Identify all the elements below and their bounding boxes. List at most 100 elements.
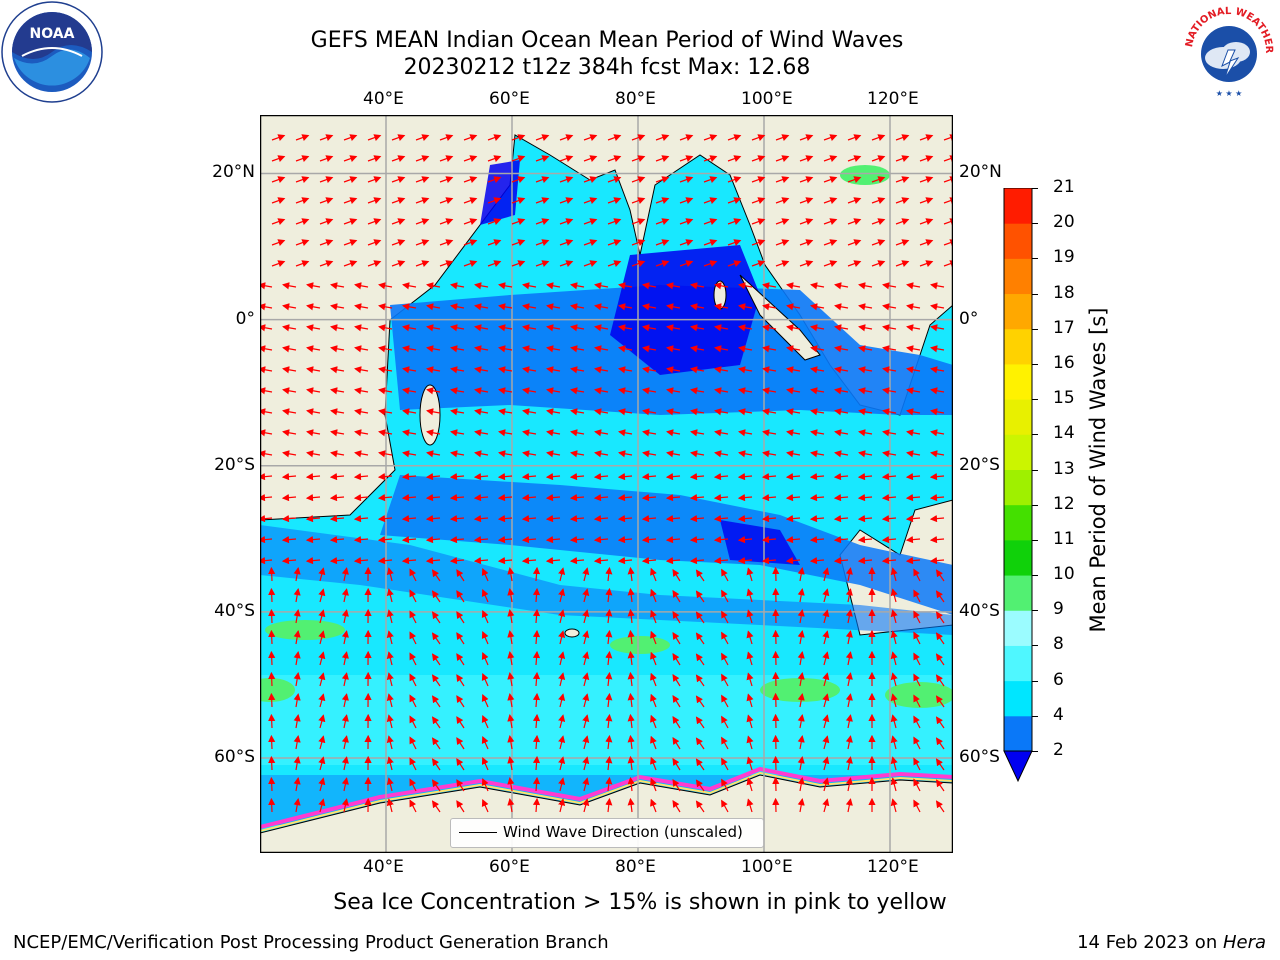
wave-direction-arrow: [330, 450, 345, 458]
wave-direction-arrow: [268, 776, 276, 792]
wave-direction-arrow: [631, 260, 646, 267]
wave-direction-arrow: [425, 494, 441, 502]
wave-direction-arrow: [386, 777, 394, 792]
wave-direction-arrow: [391, 155, 406, 162]
wave-direction-arrow: [474, 282, 489, 290]
wave-direction-arrow: [617, 536, 633, 544]
wave-direction-arrow: [386, 756, 394, 771]
wave-direction-arrow: [582, 756, 590, 771]
wave-direction-arrow: [871, 134, 886, 141]
wave-direction-arrow: [354, 387, 369, 395]
wave-direction-arrow: [858, 282, 873, 290]
wave-direction-arrow: [762, 303, 777, 311]
wave-direction-arrow: [607, 197, 622, 204]
wave-direction-arrow: [293, 692, 301, 708]
wave-direction-arrow: [665, 557, 681, 565]
wave-direction-arrow: [672, 589, 681, 603]
wave-direction-arrow: [775, 218, 790, 225]
wave-direction-arrow: [834, 450, 849, 458]
wave-direction-arrow: [655, 155, 670, 162]
wave-direction-arrow: [391, 134, 406, 141]
wave-direction-arrow: [655, 260, 670, 267]
wave-direction-arrow: [890, 672, 898, 687]
wave-direction-arrow: [545, 515, 561, 523]
wave-direction-arrow: [409, 673, 417, 687]
wave-direction-arrow: [409, 631, 417, 645]
wave-direction-arrow: [570, 324, 585, 332]
wave-direction-arrow: [703, 218, 718, 225]
wave-direction-arrow: [762, 429, 777, 437]
wave-direction-arrow: [343, 218, 358, 225]
wave-direction-arrow: [930, 282, 945, 290]
wave-direction-arrow: [714, 387, 729, 395]
wave-direction-arrow: [341, 588, 349, 603]
wave-direction-arrow: [535, 260, 550, 267]
wave-direction-arrow: [426, 282, 441, 290]
wave-direction-arrow: [810, 345, 825, 353]
wave-direction-arrow: [672, 799, 681, 813]
wave-direction-arrow: [919, 134, 934, 141]
wave-direction-arrow: [353, 473, 369, 481]
wave-direction-arrow: [293, 608, 301, 624]
wave-direction-arrow: [727, 176, 742, 183]
map-frame: [259, 114, 954, 854]
wave-direction-arrow: [738, 450, 753, 458]
svg-text:★ ★ ★: ★ ★ ★: [1216, 89, 1243, 98]
wave-direction-arrow: [409, 736, 417, 750]
wave-direction-arrow: [268, 713, 276, 729]
wave-direction-arrow: [295, 155, 310, 162]
wave-direction-arrow: [666, 387, 681, 395]
wave-direction-arrow: [487, 197, 502, 204]
wave-direction-arrow: [833, 515, 849, 523]
wave-direction-arrow: [450, 387, 465, 395]
wave-direction-arrow: [341, 735, 349, 750]
wave-direction-arrow: [650, 693, 657, 708]
wave-direction-arrow: [695, 716, 705, 729]
wave-direction-arrow: [845, 714, 853, 729]
wave-direction-arrow: [378, 345, 393, 353]
wave-direction-arrow: [318, 609, 326, 624]
lon-tick-bottom: 100°E: [741, 857, 793, 877]
wave-direction-arrow: [426, 366, 441, 374]
wave-direction-arrow: [511, 239, 526, 246]
wave-direction-arrow: [823, 176, 838, 183]
wave-direction-arrow: [935, 716, 945, 729]
wave-direction-arrow: [881, 494, 897, 502]
wave-direction-arrow: [935, 611, 945, 624]
wave-direction-arrow: [845, 777, 853, 792]
wave-direction-arrow: [409, 652, 417, 666]
wave-direction-arrow: [882, 324, 897, 332]
wave-direction-arrow: [558, 714, 566, 729]
wave-direction-arrow: [558, 735, 566, 750]
wave-direction-arrow: [721, 673, 729, 687]
wave-direction-arrow: [935, 653, 945, 666]
sea-ice-note: Sea Ice Concentration > 15% is shown in …: [333, 890, 947, 915]
wave-direction-arrow: [498, 387, 513, 395]
wave-direction-arrow: [282, 366, 297, 374]
wave-direction-arrow: [329, 515, 345, 523]
wave-direction-arrow: [943, 155, 953, 162]
wave-direction-arrow: [268, 734, 276, 750]
wave-direction-arrow: [481, 673, 489, 687]
wave-direction-arrow: [935, 779, 945, 792]
wave-direction-arrow: [402, 387, 417, 395]
wave-direction-arrow: [655, 197, 670, 204]
wave-direction-arrow: [426, 387, 441, 395]
wave-direction-arrow: [546, 303, 561, 311]
wave-direction-arrow: [498, 282, 513, 290]
chart-title-line2: 20230212 t12z 384h fcst Max: 12.68: [403, 55, 811, 80]
wave-direction-arrow: [751, 155, 766, 162]
wave-direction-arrow: [545, 473, 561, 481]
wave-direction-arrow: [607, 176, 622, 183]
wave-direction-arrow: [330, 324, 345, 332]
wave-direction-arrow: [474, 450, 489, 458]
wave-direction-arrow: [672, 715, 681, 729]
wave-direction-arrow: [665, 473, 681, 481]
wave-direction-arrow: [906, 345, 921, 353]
wave-direction-arrow: [713, 494, 729, 502]
wave-direction-arrow: [521, 473, 537, 481]
wave-direction-arrow: [378, 408, 393, 416]
wave-direction-arrow: [775, 155, 790, 162]
wave-direction-arrow: [703, 197, 718, 204]
wave-direction-arrow: [546, 324, 561, 332]
